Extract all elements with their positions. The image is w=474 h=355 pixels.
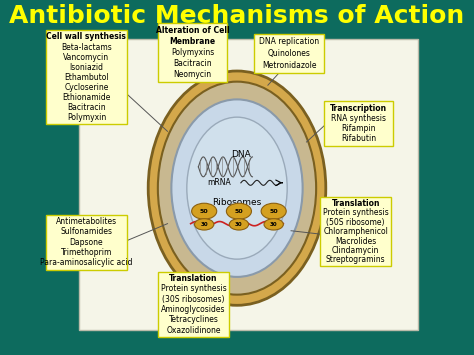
Text: Translation: Translation bbox=[331, 199, 380, 208]
Ellipse shape bbox=[172, 99, 302, 277]
Text: (30S ribosomes): (30S ribosomes) bbox=[162, 295, 225, 304]
Text: DNA: DNA bbox=[231, 150, 251, 159]
Text: 30: 30 bbox=[270, 222, 277, 227]
Text: Cycloserine: Cycloserine bbox=[64, 83, 109, 92]
Text: Tetracyclines: Tetracyclines bbox=[169, 316, 219, 324]
Ellipse shape bbox=[229, 219, 248, 230]
Text: Ribosomes: Ribosomes bbox=[212, 198, 262, 207]
Text: Oxazolidinone: Oxazolidinone bbox=[166, 326, 221, 335]
Text: Rifabutin: Rifabutin bbox=[341, 134, 376, 143]
Text: RNA synthesis: RNA synthesis bbox=[331, 114, 386, 123]
Text: Neomycin: Neomycin bbox=[173, 70, 212, 79]
FancyBboxPatch shape bbox=[46, 215, 127, 270]
Text: 30: 30 bbox=[201, 222, 208, 227]
Ellipse shape bbox=[148, 71, 326, 305]
Text: Alteration of Cell: Alteration of Cell bbox=[156, 26, 229, 35]
FancyBboxPatch shape bbox=[255, 34, 324, 73]
FancyBboxPatch shape bbox=[320, 197, 392, 266]
Text: Bacitracin: Bacitracin bbox=[67, 103, 106, 112]
Ellipse shape bbox=[261, 203, 286, 219]
FancyBboxPatch shape bbox=[79, 39, 419, 330]
Ellipse shape bbox=[227, 203, 252, 219]
FancyBboxPatch shape bbox=[158, 272, 229, 337]
Text: Cell wall synthesis: Cell wall synthesis bbox=[46, 32, 127, 42]
Text: 50: 50 bbox=[200, 209, 209, 214]
Text: Protein synthesis: Protein synthesis bbox=[161, 284, 227, 293]
Text: Streptogramins: Streptogramins bbox=[326, 255, 385, 264]
Text: Beta-lactams: Beta-lactams bbox=[61, 43, 112, 51]
Text: Para-aminosalicylic acid: Para-aminosalicylic acid bbox=[40, 258, 133, 267]
FancyBboxPatch shape bbox=[158, 23, 228, 82]
Text: Polymyxins: Polymyxins bbox=[171, 48, 214, 57]
Text: Antibiotic Mechanisms of Action: Antibiotic Mechanisms of Action bbox=[9, 4, 465, 28]
Text: mRNA: mRNA bbox=[208, 178, 231, 187]
Text: Transcription: Transcription bbox=[330, 104, 387, 113]
Text: Aminoglycosides: Aminoglycosides bbox=[161, 305, 226, 314]
Text: DNA replication: DNA replication bbox=[259, 37, 319, 46]
Text: Dapsone: Dapsone bbox=[70, 238, 103, 247]
Ellipse shape bbox=[264, 219, 283, 230]
Text: Protein synthesis: Protein synthesis bbox=[323, 208, 389, 217]
Text: Macrolides: Macrolides bbox=[335, 236, 376, 246]
FancyBboxPatch shape bbox=[46, 30, 127, 124]
Text: 50: 50 bbox=[235, 209, 243, 214]
Text: Polymyxin: Polymyxin bbox=[67, 113, 106, 122]
Text: Vancomycin: Vancomycin bbox=[64, 53, 109, 62]
FancyBboxPatch shape bbox=[324, 101, 393, 146]
Text: Sulfonamides: Sulfonamides bbox=[60, 228, 112, 236]
Text: Translation: Translation bbox=[169, 274, 218, 283]
Text: Ethambutol: Ethambutol bbox=[64, 73, 109, 82]
Text: Antimetabolites: Antimetabolites bbox=[56, 217, 117, 226]
Text: Membrane: Membrane bbox=[170, 37, 216, 46]
Text: Trimethoprim: Trimethoprim bbox=[61, 248, 112, 257]
Text: 30: 30 bbox=[235, 222, 243, 227]
Ellipse shape bbox=[191, 203, 217, 219]
Text: (50S ribosome): (50S ribosome) bbox=[327, 218, 385, 227]
Text: Quinolones: Quinolones bbox=[268, 49, 310, 58]
Text: 50: 50 bbox=[269, 209, 278, 214]
Ellipse shape bbox=[194, 219, 214, 230]
Text: Chloramphenicol: Chloramphenicol bbox=[323, 227, 388, 236]
Text: Ethionamide: Ethionamide bbox=[62, 93, 110, 102]
Text: Isoniazid: Isoniazid bbox=[69, 62, 103, 72]
Text: Metronidazole: Metronidazole bbox=[262, 61, 316, 70]
Ellipse shape bbox=[158, 82, 316, 295]
Text: Clindamycin: Clindamycin bbox=[332, 246, 379, 255]
Ellipse shape bbox=[187, 117, 287, 259]
Text: Bacitracin: Bacitracin bbox=[173, 59, 212, 68]
Text: Rifampin: Rifampin bbox=[341, 124, 376, 133]
